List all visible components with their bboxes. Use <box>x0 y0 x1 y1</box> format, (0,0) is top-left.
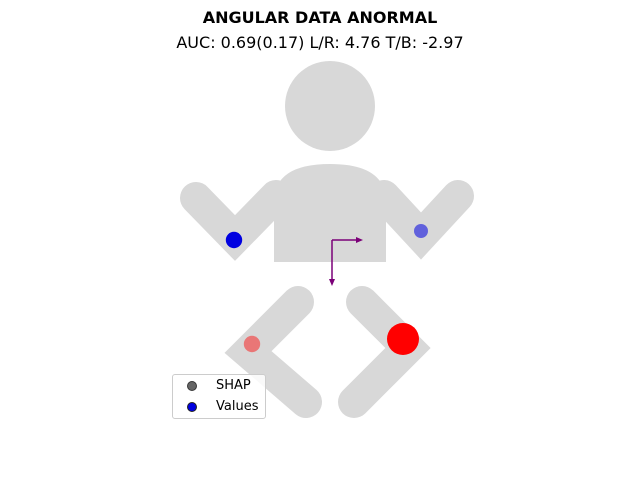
chart-subtitle: AUC: 0.69(0.17) L/R: 4.76 T/B: -2.97 <box>176 33 464 52</box>
data-point-left-leg <box>243 335 261 353</box>
silhouette-left-leg <box>224 286 322 418</box>
data-points <box>225 224 428 355</box>
legend-marker-values <box>187 402 197 412</box>
data-point-right-leg <box>387 323 419 355</box>
arrow-horizontal-head <box>356 237 363 243</box>
silhouette-torso <box>274 164 386 262</box>
legend: SHAP Values <box>172 374 266 419</box>
data-point-left-arm <box>225 231 243 249</box>
chart-title: ANGULAR DATA ANORMAL <box>202 8 438 27</box>
legend-marker-shap <box>187 381 197 391</box>
direction-arrows <box>329 237 363 286</box>
silhouette-head <box>285 61 375 151</box>
legend-entry-shap: SHAP <box>173 376 267 396</box>
legend-label-values: Values <box>216 399 259 414</box>
body-silhouette <box>180 61 474 418</box>
legend-entry-values: Values <box>173 397 267 417</box>
arrow-vertical-head <box>329 279 335 286</box>
data-point-right-arm <box>414 224 428 238</box>
legend-label-shap: SHAP <box>216 378 251 393</box>
silhouette-left-arm <box>180 180 292 261</box>
